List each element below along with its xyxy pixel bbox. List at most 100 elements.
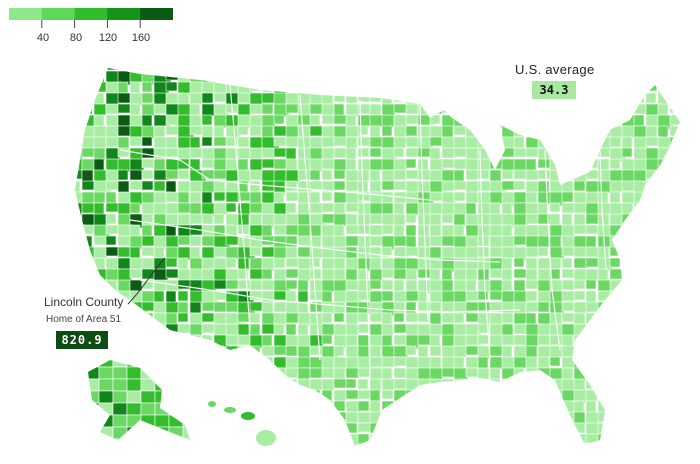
county-region [81,70,100,84]
county-region [669,70,680,86]
county-region [669,312,680,326]
county-region [489,433,504,445]
county-region [129,312,142,324]
county-region [621,345,636,356]
county-region [345,312,359,326]
county-region [609,400,622,415]
alaska-region [154,414,170,428]
county-region [573,125,585,139]
us-average-value: 34.3 [532,81,576,99]
county-region [513,103,527,117]
county-region [501,114,514,128]
county-region [333,92,346,103]
county-region [621,147,633,158]
county-region [261,334,273,347]
county-region [189,356,207,371]
county-region [381,433,399,446]
county-region [441,279,454,293]
county-region [261,68,277,72]
county-region [441,444,455,446]
county-region [225,301,239,313]
county-region [573,136,587,150]
county-region [105,444,124,446]
county-region [165,334,182,347]
alaska-region [140,360,156,368]
county-region [453,68,468,75]
county-region [621,279,638,294]
county-region [477,125,492,140]
county-region [669,268,680,279]
county-region [477,433,490,446]
county-region [465,433,481,446]
county-region [573,400,585,414]
county-region [81,92,93,104]
county-region [393,290,408,304]
county-region [429,70,443,82]
county-region [682,181,698,193]
county-region [417,433,433,444]
alaska-region [112,366,128,380]
county-region [357,70,371,81]
county-region [75,268,82,283]
county-region [525,422,544,435]
county-region [537,114,549,128]
county-region [105,213,117,225]
county-region [573,147,591,160]
county-region [453,81,470,93]
county-region [573,345,591,356]
county-region [177,444,192,446]
county-region [369,422,388,434]
county-region [309,367,324,379]
county-region [645,389,662,402]
county-region [213,191,226,202]
county-region [381,268,395,279]
county-region [345,70,359,83]
callout-value: 820.9 [56,331,108,349]
county-region [645,323,661,338]
county-region [273,323,285,336]
county-region [669,433,680,446]
county-region [321,422,335,434]
county-region [549,136,566,150]
alaska-region [140,402,156,416]
county-region [477,290,489,301]
county-region [609,389,628,400]
alaska-region [154,402,170,416]
county-region [81,444,96,446]
alaska-region [154,426,170,440]
county-region [129,345,146,360]
alaska-region [112,378,128,392]
county-region [489,147,504,160]
county-region [189,378,206,391]
county-region [453,125,468,136]
county-region [549,411,565,427]
county-region [657,367,669,380]
county-region [189,191,202,205]
county-region [75,433,86,446]
county-region [537,136,549,149]
county-region [609,378,621,392]
county-region [597,312,609,326]
county-region [297,345,311,359]
county-region [201,378,218,391]
alaska-region [98,426,114,440]
alaska-region [112,438,128,440]
county-region [297,81,310,92]
county-region [489,389,502,404]
county-region [357,444,375,446]
county-region [633,235,652,251]
county-region [105,279,118,294]
county-region [273,378,288,393]
county-region [273,114,285,125]
county-region [201,147,216,161]
county-region [189,147,204,159]
county-region [357,378,369,390]
county-region [513,433,532,445]
county-region [477,169,490,180]
county-region [75,246,81,261]
county-region [609,301,625,314]
county-region [261,70,280,84]
county-region [465,92,483,107]
county-region [645,345,661,357]
county-region [669,422,680,438]
